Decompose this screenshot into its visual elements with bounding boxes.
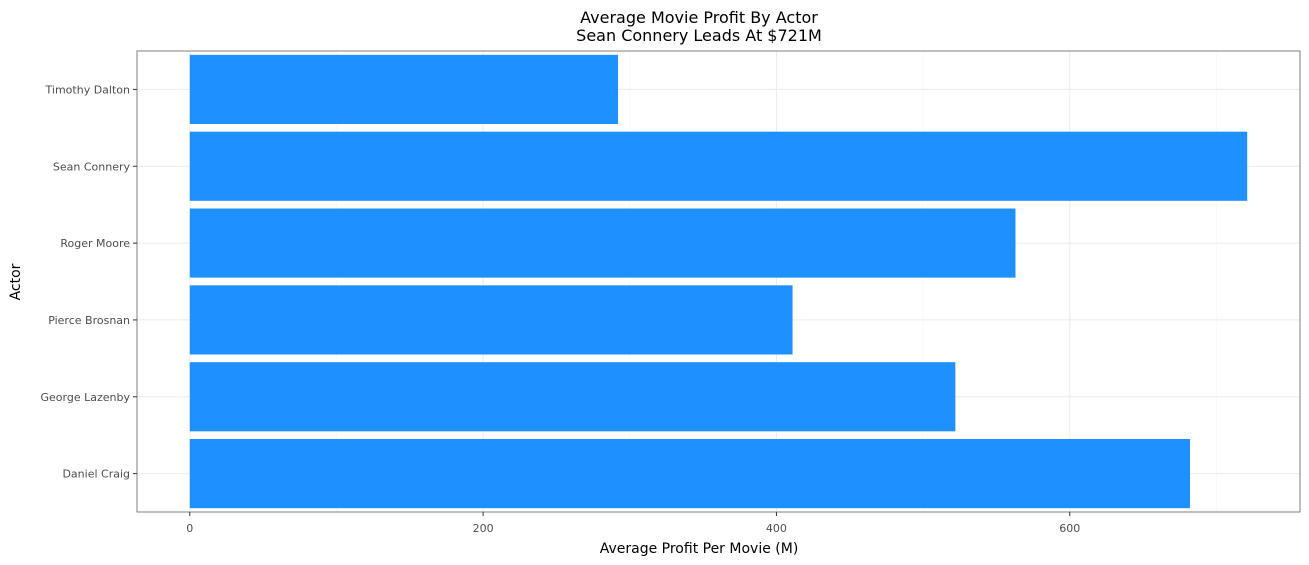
x-tick-label: 600 [1059, 522, 1080, 535]
y-tick-label: George Lazenby [41, 391, 131, 404]
bar-sean-connery [189, 131, 1248, 201]
y-tick-label: Pierce Brosnan [48, 314, 130, 327]
y-axis: Daniel Craig George Lazenby Pierce Brosnan… [41, 83, 137, 481]
bar-timothy-dalton [189, 54, 619, 124]
bars [189, 54, 1248, 509]
x-tick-label: 0 [186, 522, 193, 535]
panel-border [136, 50, 1301, 513]
y-tick-label: Roger Moore [60, 237, 130, 250]
x-tick-label: 400 [766, 522, 787, 535]
bar-daniel-craig [189, 439, 1191, 509]
x-axis-title: Average Profit Per Movie (M) [600, 541, 799, 557]
y-tick-label: Timothy Dalton [45, 83, 130, 96]
bar-george-lazenby [189, 362, 956, 432]
bar-roger-moore [189, 208, 1016, 278]
x-axis: 0 200 400 600 [186, 512, 1080, 535]
y-tick-label: Sean Connery [53, 160, 131, 173]
chart-title: Average Movie Profit By Actor [580, 8, 818, 27]
y-axis-title: Actor [8, 263, 24, 300]
bar-pierce-brosnan [189, 285, 793, 355]
chart-subtitle: Sean Connery Leads At $721M [576, 26, 822, 45]
x-tick-label: 200 [473, 522, 494, 535]
y-tick-label: Daniel Craig [62, 468, 130, 481]
